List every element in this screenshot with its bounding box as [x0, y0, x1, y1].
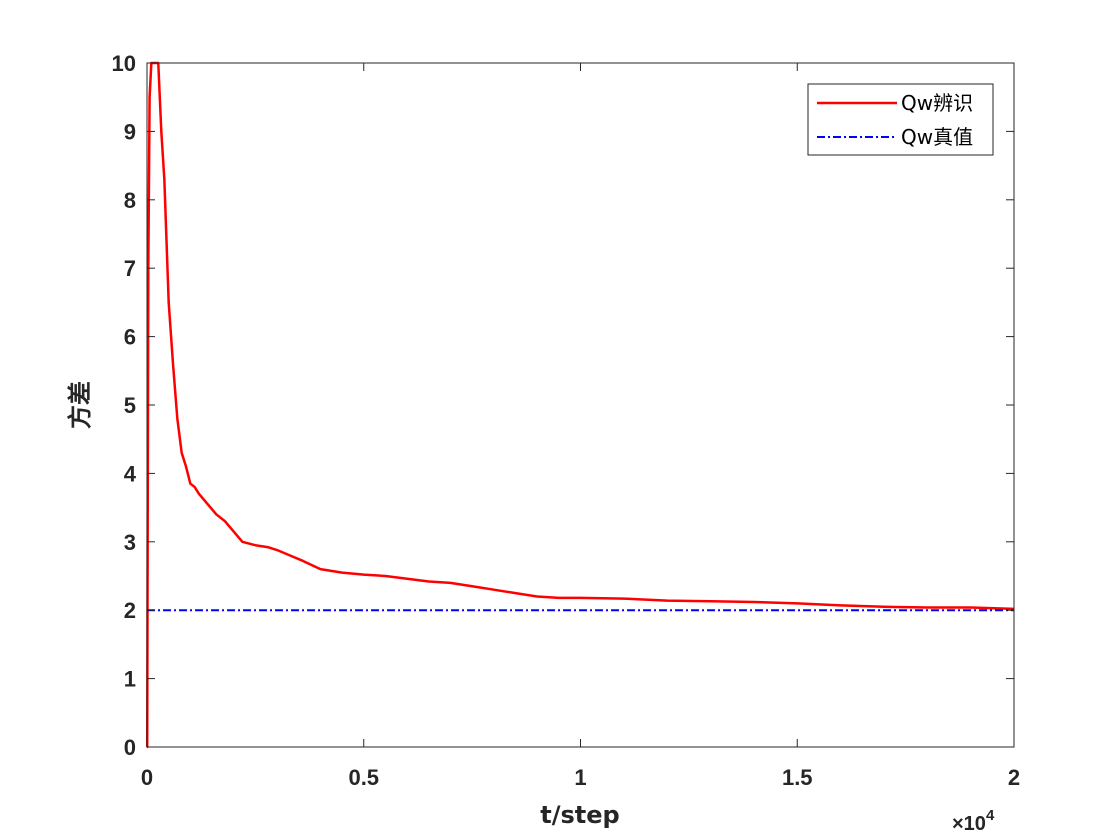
legend-label-qw-identified: Qw辨识 [901, 91, 973, 115]
x-tick-label: 0 [141, 765, 153, 790]
x-tick-label: 1 [574, 765, 586, 790]
x-axis-exponent-power: 4 [986, 807, 995, 824]
x-tick-label: 1.5 [782, 765, 813, 790]
legend-label-qw-true: Qw真值 [901, 125, 973, 149]
y-tick-label: 4 [124, 461, 137, 486]
y-tick-label: 2 [124, 598, 136, 623]
y-axis-label: 方差 [66, 381, 94, 429]
y-tick-label: 5 [124, 393, 136, 418]
y-tick-label: 10 [112, 51, 136, 76]
x-axis-exponent-base: ×10 [952, 813, 986, 835]
x-axis-exponent: ×104 [952, 807, 995, 835]
legend: Qw辨识 Qw真值 [807, 83, 994, 156]
y-tick-label: 7 [124, 256, 136, 281]
series-layer [145, 61, 1015, 749]
x-axis-label: t/step [540, 801, 619, 829]
series-line-qw-identified [145, 61, 1015, 749]
y-tick-label: 9 [124, 119, 136, 144]
y-tick-label: 3 [124, 530, 136, 555]
legend-box [807, 83, 994, 156]
y-tick-label: 6 [124, 325, 136, 350]
tick-layer: 0 0.5 1 1.5 2 0 1 2 3 4 5 6 7 8 9 10 [112, 51, 1021, 790]
x-tick-label: 0.5 [348, 765, 379, 790]
y-tick-label: 0 [124, 735, 136, 760]
y-tick-label: 8 [124, 188, 136, 213]
plot-area [147, 63, 1014, 747]
y-tick-label: 1 [124, 667, 136, 692]
x-tick-label: 2 [1008, 765, 1020, 790]
